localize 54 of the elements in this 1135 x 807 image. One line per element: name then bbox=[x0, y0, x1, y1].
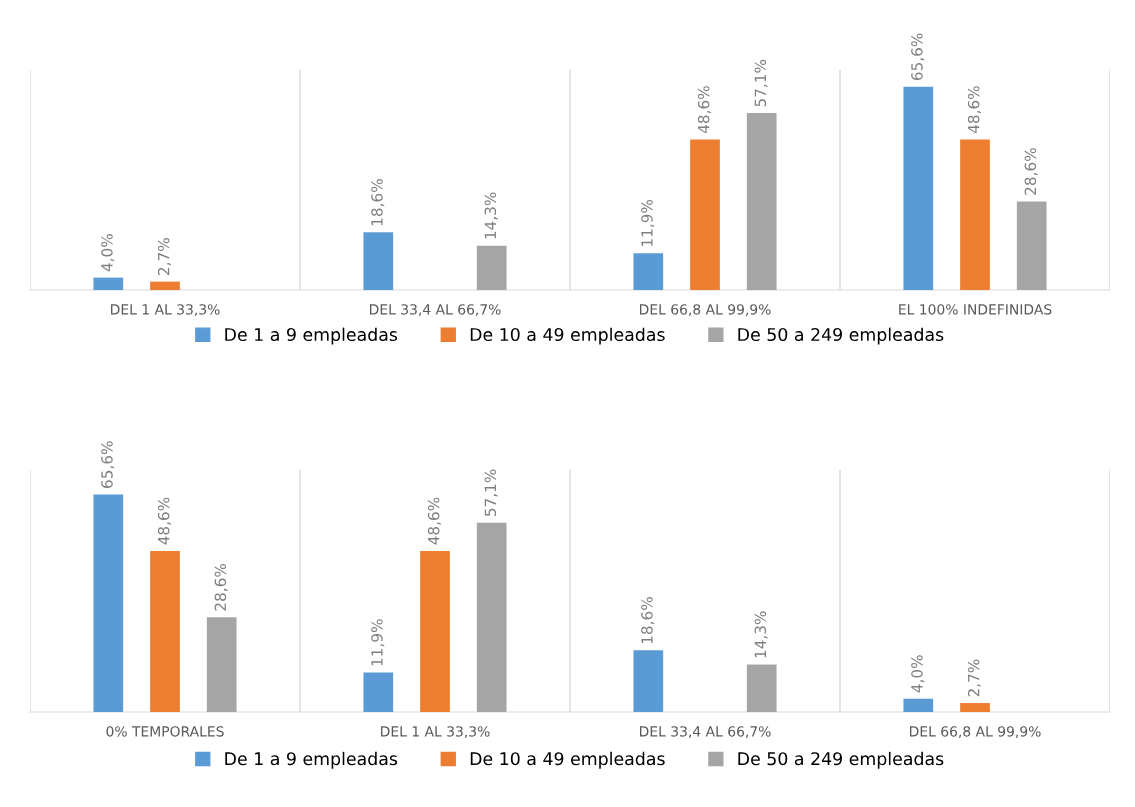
legend-label: De 10 a 49 empleadas bbox=[470, 327, 665, 345]
bar bbox=[690, 139, 720, 290]
x-tick-label: DEL 66,8 AL 99,9% bbox=[639, 304, 771, 317]
bar bbox=[1016, 201, 1047, 290]
x-tick-label: DEL 33,4 AL 66,7% bbox=[369, 304, 501, 317]
data-label: 14,3% bbox=[754, 611, 768, 658]
bar bbox=[746, 664, 777, 712]
bar bbox=[363, 672, 394, 712]
data-label: 11,9% bbox=[371, 619, 385, 666]
legend-label: De 10 a 49 empleadas bbox=[470, 751, 665, 769]
data-label: 65,6% bbox=[101, 441, 115, 488]
bar bbox=[93, 494, 124, 712]
legend-label: De 50 a 249 empleadas bbox=[738, 327, 944, 345]
x-tick-label: 0% TEMPORALES bbox=[106, 726, 224, 737]
data-label: 48,6% bbox=[697, 86, 711, 134]
bar bbox=[633, 253, 664, 290]
legend-label: De 1 a 9 empleadas bbox=[225, 751, 398, 769]
bar bbox=[150, 550, 180, 712]
data-label: 18,6% bbox=[371, 179, 385, 226]
data-label: 2,7% bbox=[157, 238, 171, 275]
data-label: 14,3% bbox=[484, 192, 498, 239]
data-label: 11,9% bbox=[641, 199, 655, 246]
bar bbox=[903, 698, 934, 712]
data-label: 48,6% bbox=[157, 497, 171, 545]
bar bbox=[206, 617, 237, 712]
bar bbox=[420, 550, 450, 712]
bar bbox=[960, 703, 990, 712]
bar bbox=[960, 139, 990, 290]
data-label: 28,6% bbox=[1024, 148, 1038, 195]
data-label: 4,0% bbox=[101, 234, 115, 272]
bar bbox=[363, 232, 394, 290]
data-label: 2,7% bbox=[967, 659, 981, 697]
data-label: 48,6% bbox=[427, 497, 441, 545]
bar bbox=[903, 86, 934, 290]
data-label: 57,1% bbox=[754, 59, 768, 107]
bar bbox=[633, 650, 664, 712]
legend-label: De 1 a 9 empleadas bbox=[225, 327, 398, 345]
data-label: 48,6% bbox=[967, 86, 981, 134]
bar bbox=[93, 277, 124, 290]
x-tick-label: DEL 1 AL 33,3% bbox=[111, 304, 220, 317]
legend-label: De 50 a 249 empleadas bbox=[738, 751, 944, 769]
x-tick-label: DEL 1 AL 33,3% bbox=[381, 726, 490, 739]
data-label: 65,6% bbox=[911, 33, 925, 81]
x-tick-label: EL 100% INDEFINIDAS bbox=[899, 304, 1052, 315]
bar bbox=[746, 113, 777, 290]
data-label: 4,0% bbox=[911, 655, 925, 693]
x-tick-label: DEL 66,8 AL 99,9% bbox=[909, 726, 1041, 739]
data-label: 57,1% bbox=[484, 469, 498, 516]
x-tick-label: DEL 33,4 AL 66,7% bbox=[639, 726, 771, 739]
data-label: 28,6% bbox=[214, 563, 228, 611]
bar bbox=[476, 522, 507, 712]
bar bbox=[150, 281, 180, 290]
bar bbox=[476, 245, 507, 290]
data-label: 18,6% bbox=[641, 597, 655, 644]
